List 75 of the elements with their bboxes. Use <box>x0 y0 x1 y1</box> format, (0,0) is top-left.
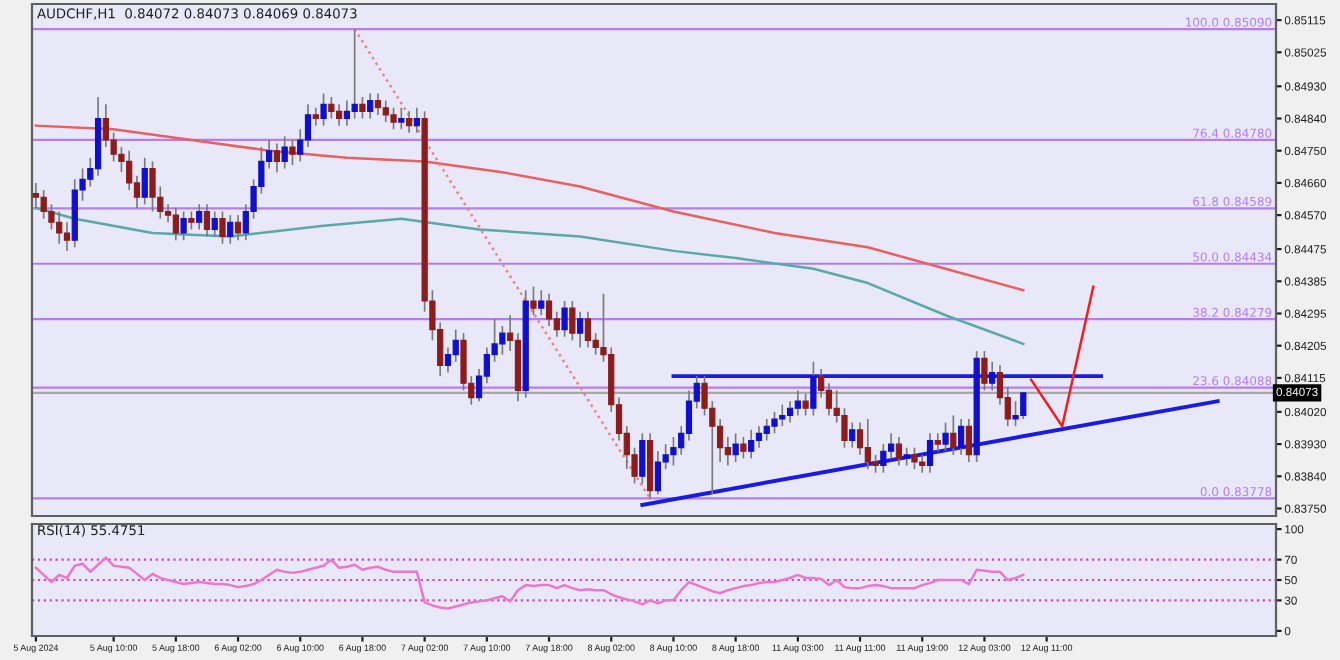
candlestick <box>367 92 374 120</box>
candlestick <box>351 28 358 120</box>
candlestick <box>794 389 801 417</box>
candlestick <box>359 96 366 120</box>
candlestick <box>654 450 662 496</box>
candlestick <box>748 428 755 460</box>
candlestick <box>561 300 568 338</box>
candlestick <box>779 403 786 428</box>
candlestick <box>911 446 918 470</box>
candlestick <box>219 210 226 245</box>
candlestick <box>849 421 856 449</box>
candlestick <box>584 310 592 349</box>
candlestick <box>452 328 459 363</box>
candlestick <box>149 160 156 213</box>
candlestick <box>771 411 778 435</box>
candlestick <box>390 106 397 131</box>
line-series <box>34 206 1025 346</box>
candlestick <box>989 360 996 392</box>
candlestick <box>63 221 71 252</box>
candlestick <box>895 436 903 467</box>
line-series <box>34 556 1025 610</box>
candlestick <box>405 110 413 134</box>
candlestick <box>281 135 288 170</box>
candlestick <box>289 139 296 166</box>
candlestick <box>343 99 351 127</box>
candlestick <box>763 418 770 442</box>
candlestick <box>56 210 63 245</box>
candlestick <box>172 207 179 241</box>
candlestick <box>40 189 47 220</box>
candlestick <box>965 418 973 463</box>
candlestick <box>732 432 739 463</box>
candlestick <box>382 99 389 123</box>
candlestick <box>1012 400 1019 428</box>
candlestick <box>1020 391 1027 420</box>
candlestick <box>180 210 187 241</box>
candlestick <box>203 203 211 238</box>
candlestick <box>126 149 133 191</box>
candlestick <box>530 285 537 317</box>
candlestick <box>569 300 576 342</box>
candlestick <box>328 96 335 120</box>
candlestick <box>273 142 281 173</box>
candlestick <box>926 432 934 474</box>
candlestick <box>825 382 833 417</box>
candlestick <box>888 432 895 460</box>
candlestick <box>545 292 553 327</box>
candlestick <box>538 289 545 317</box>
candlestick <box>685 389 693 442</box>
candlestick <box>398 106 405 131</box>
candlestick <box>211 210 218 238</box>
line-series <box>34 124 1025 292</box>
candlestick <box>864 418 871 470</box>
candlestick <box>304 103 312 148</box>
candlestick <box>755 425 763 449</box>
candlestick <box>227 214 234 245</box>
candlestick <box>335 103 343 127</box>
candlestick <box>786 400 794 424</box>
candlestick <box>32 182 40 209</box>
candlestick <box>639 432 646 485</box>
candlestick <box>942 421 949 453</box>
candlestick <box>810 360 817 417</box>
candlestick <box>444 346 452 374</box>
candlestick <box>950 414 957 456</box>
candlestick <box>102 103 109 148</box>
candlestick <box>856 421 864 456</box>
candlestick <box>374 92 382 116</box>
candlestick <box>740 436 747 460</box>
candlestick <box>957 418 965 456</box>
candlestick <box>234 214 242 241</box>
candlestick <box>802 393 809 417</box>
candlestick <box>577 310 584 349</box>
candlestick <box>141 157 148 206</box>
candlestick <box>981 350 988 392</box>
candlestick <box>320 92 327 127</box>
candlestick <box>413 106 420 134</box>
candlestick <box>196 203 203 231</box>
